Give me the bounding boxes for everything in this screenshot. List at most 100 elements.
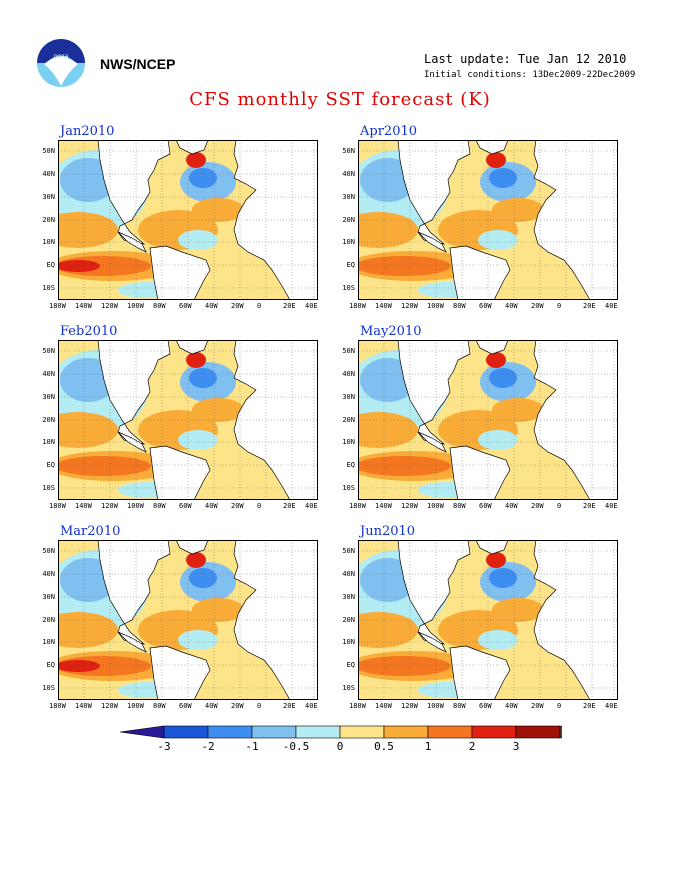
lon-tick-label: 100W xyxy=(127,302,144,310)
lat-tick-label: 20N xyxy=(342,216,355,224)
last-update: Last update: Tue Jan 12 2010 xyxy=(424,52,627,66)
colorbar-label: 2 xyxy=(468,740,476,753)
lon-tick-label: 20E xyxy=(583,302,596,310)
lat-tick-label: 10N xyxy=(342,238,355,246)
sst-anomaly-region xyxy=(58,612,118,648)
colorbar-segment xyxy=(515,725,561,739)
lat-tick-label: 40N xyxy=(42,170,55,178)
lat-tick-label: 10S xyxy=(342,284,355,292)
panel-label-apr: Apr2010 xyxy=(360,124,418,139)
lon-tick-label: 40E xyxy=(305,502,318,510)
colorbar-segment xyxy=(207,725,253,739)
colorbar-label: 3 xyxy=(512,740,520,753)
sst-anomaly-region xyxy=(192,398,244,422)
sst-anomaly-region xyxy=(178,630,218,650)
lat-tick-label: 10N xyxy=(342,438,355,446)
sst-anomaly-region xyxy=(486,552,506,568)
lon-tick-label: 80W xyxy=(153,502,166,510)
lon-tick-label: 40W xyxy=(505,502,518,510)
lon-tick-label: 0 xyxy=(557,702,562,710)
land-mass xyxy=(149,645,211,700)
lat-tick-label: 10S xyxy=(42,484,55,492)
colorbar-segment xyxy=(251,725,297,739)
land-mass xyxy=(97,540,171,645)
colorbar-label: 0.5 xyxy=(374,740,394,753)
sst-anomaly-region xyxy=(358,212,418,248)
land-mass xyxy=(149,245,211,300)
map-panel-may xyxy=(358,340,618,500)
map-frame xyxy=(358,540,618,700)
lon-tick-label: 100W xyxy=(427,302,444,310)
sst-anomaly-region xyxy=(186,152,206,168)
lon-tick-label: 20E xyxy=(583,502,596,510)
sst-anomaly-region xyxy=(358,260,400,272)
sst-anomaly-region xyxy=(192,598,244,622)
lat-tick-label: 40N xyxy=(342,570,355,578)
sst-anomaly-region xyxy=(478,630,518,650)
colorbar-label: -0.5 xyxy=(282,740,310,753)
land-mass xyxy=(97,140,171,245)
land-mass xyxy=(449,245,511,300)
land-mass xyxy=(175,140,209,155)
land-mass xyxy=(449,645,511,700)
lon-tick-label: 100W xyxy=(427,502,444,510)
lat-tick-label: 20N xyxy=(342,616,355,624)
map-frame xyxy=(58,140,318,300)
sst-anomaly-region xyxy=(478,230,518,250)
panel-label-mar: Mar2010 xyxy=(60,524,121,539)
lat-tick-label: 30N xyxy=(342,593,355,601)
land-mass xyxy=(233,540,318,700)
land-mass xyxy=(533,140,618,300)
lat-tick-label: 20N xyxy=(42,616,55,624)
lon-tick-label: 80W xyxy=(453,502,466,510)
lon-tick-label: 80W xyxy=(453,702,466,710)
lon-tick-label: 60W xyxy=(179,702,192,710)
lon-tick-label: 100W xyxy=(427,702,444,710)
map-panel-jan xyxy=(58,140,318,300)
lon-tick-label: 140W xyxy=(75,302,92,310)
lon-tick-label: 180W xyxy=(49,502,66,510)
initial-conditions: Initial conditions: 13Dec2009-22Dec2009 xyxy=(424,70,636,80)
lon-tick-label: 20W xyxy=(231,502,244,510)
lon-tick-label: 60W xyxy=(479,502,492,510)
lon-tick-label: 180W xyxy=(49,702,66,710)
lon-tick-label: 140W xyxy=(75,502,92,510)
sst-anomaly-region xyxy=(198,464,278,496)
lon-tick-label: 120W xyxy=(401,302,418,310)
land-mass xyxy=(533,340,618,500)
map-frame xyxy=(358,140,618,300)
sst-anomaly-region xyxy=(58,212,118,248)
lon-tick-label: 40W xyxy=(505,702,518,710)
lat-tick-label: EQ xyxy=(46,661,55,669)
sst-anomaly-region xyxy=(478,430,518,450)
lon-tick-label: 120W xyxy=(101,502,118,510)
sst-anomaly-region xyxy=(492,198,544,222)
land-mass xyxy=(175,540,209,555)
lat-tick-label: 10N xyxy=(342,638,355,646)
lat-tick-label: 50N xyxy=(342,147,355,155)
lon-tick-label: 80W xyxy=(453,302,466,310)
lat-tick-label: 30N xyxy=(42,593,55,601)
lon-tick-label: 60W xyxy=(179,302,192,310)
lon-tick-label: 20E xyxy=(283,702,296,710)
lon-tick-label: 140W xyxy=(375,502,392,510)
lat-tick-label: 10S xyxy=(42,284,55,292)
lon-tick-label: 80W xyxy=(153,302,166,310)
panel-label-jun: Jun2010 xyxy=(360,524,416,539)
colorbar-label: -1 xyxy=(245,740,259,753)
sst-anomaly-region xyxy=(358,412,418,448)
sst-anomaly-region xyxy=(178,230,218,250)
lat-tick-label: EQ xyxy=(346,261,355,269)
lon-tick-label: 120W xyxy=(101,702,118,710)
colorbar-segment xyxy=(295,725,341,739)
sst-anomaly-region xyxy=(189,568,217,588)
lon-tick-label: 120W xyxy=(101,302,118,310)
lat-tick-label: 10N xyxy=(42,438,55,446)
lat-tick-label: EQ xyxy=(46,261,55,269)
land-mass xyxy=(97,340,171,445)
sst-anomaly-region xyxy=(58,660,100,672)
colorbar-label: -2 xyxy=(201,740,215,753)
lat-tick-label: EQ xyxy=(346,461,355,469)
lon-tick-label: 20W xyxy=(531,702,544,710)
land-mass xyxy=(397,540,471,645)
